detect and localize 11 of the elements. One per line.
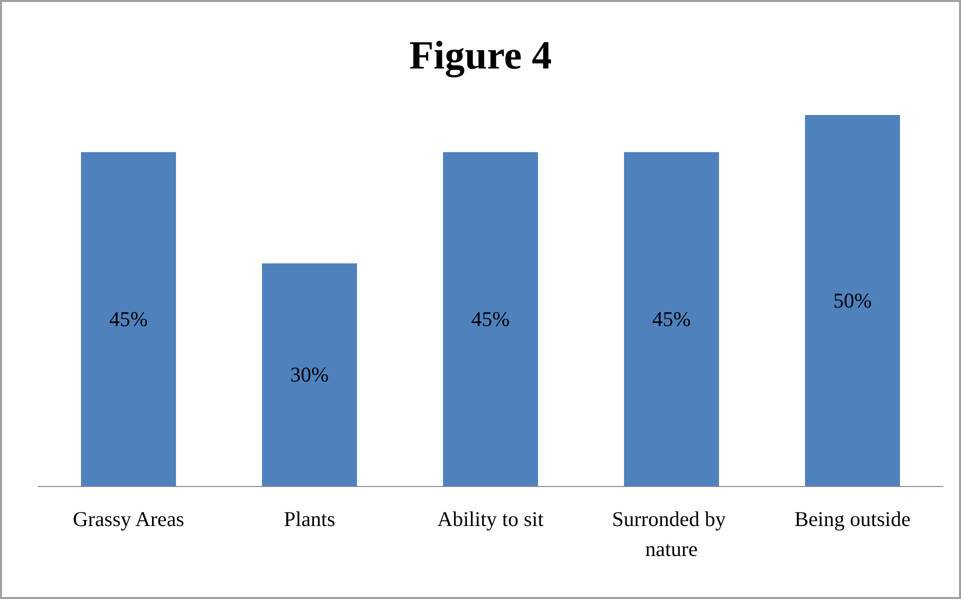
x-tick-label: Ability to sit [437, 507, 544, 531]
data-label: 45% [109, 307, 148, 332]
x-tick-label: Surronded by nature [612, 507, 731, 561]
x-tick-label: Grassy Areas [72, 507, 184, 531]
data-label: 45% [652, 307, 691, 332]
x-tick-label: Plants [284, 507, 336, 531]
data-label: 45% [471, 307, 510, 332]
chart-title: Figure 4 [409, 32, 552, 78]
data-label: 50% [833, 288, 872, 312]
x-tick-label: Being outside [794, 507, 911, 531]
data-label: 30% [290, 362, 329, 387]
